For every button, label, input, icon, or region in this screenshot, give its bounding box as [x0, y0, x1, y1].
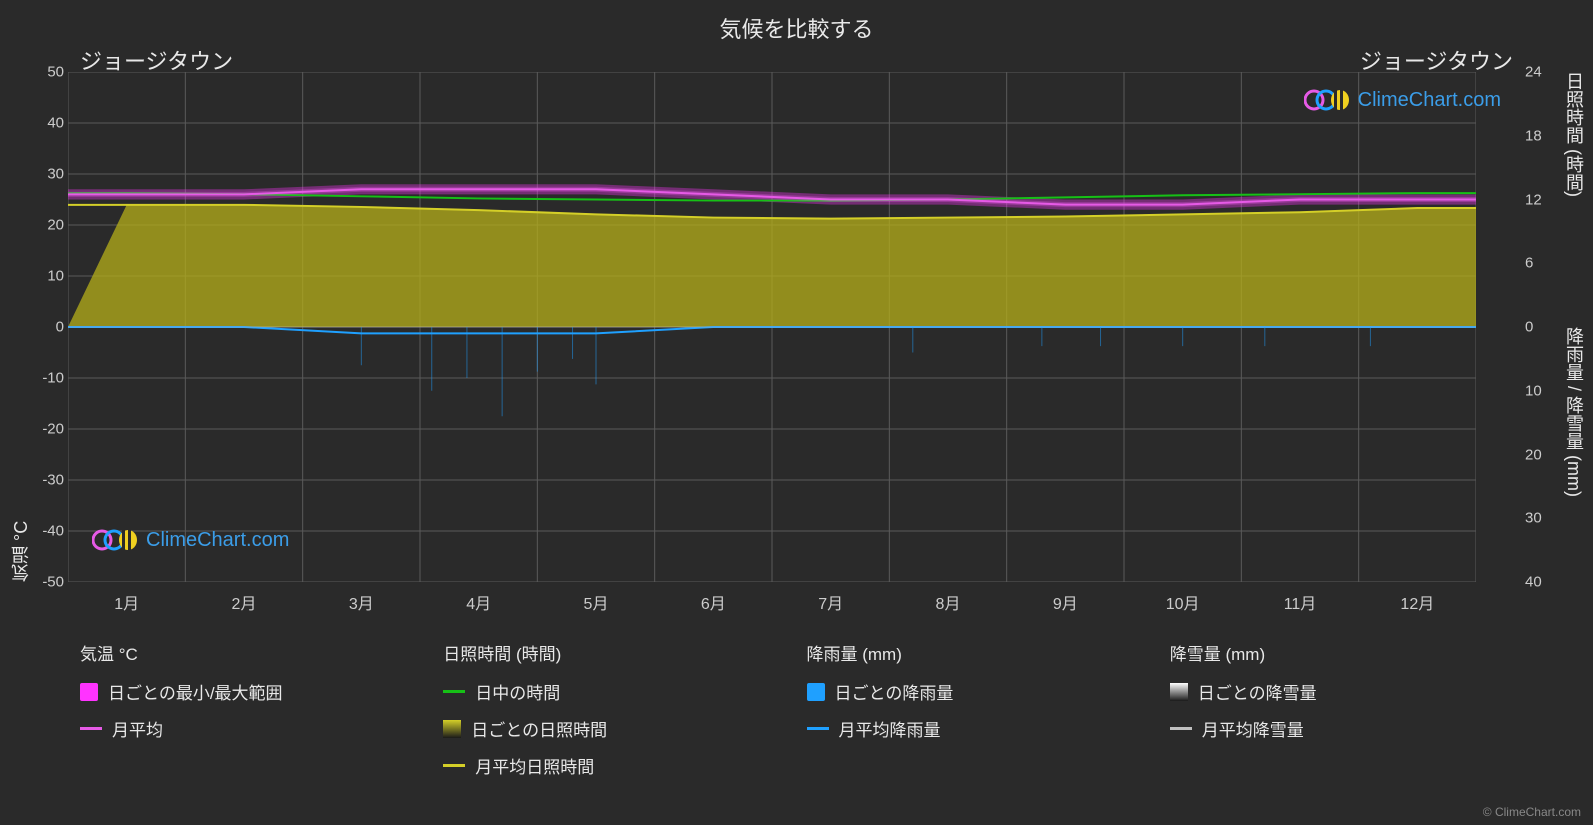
y-tick-left: -30 [24, 472, 64, 489]
legend-column: 気温 °C 日ごとの最小/最大範囲月平均 [80, 640, 423, 790]
y-tick-left: 0 [24, 319, 64, 336]
plot-area [68, 72, 1476, 582]
y-tick-left: 50 [24, 64, 64, 81]
y-tick-right: 12 [1525, 191, 1565, 208]
y-tick-left: 30 [24, 166, 64, 183]
watermark-text: ClimeChart.com [1358, 89, 1501, 112]
y-tick-left: 40 [24, 115, 64, 132]
legend-swatch [1170, 683, 1188, 701]
chart-svg [68, 72, 1476, 582]
legend-item: 月平均降雨量 [807, 716, 1150, 741]
y-tick-left: -10 [24, 370, 64, 387]
legend-item: 日ごとの降雪量 [1170, 679, 1513, 704]
y-tick-right: 18 [1525, 127, 1565, 144]
legend-item: 月平均日照時間 [443, 753, 786, 778]
legend-label: 日ごとの最小/最大範囲 [108, 679, 283, 704]
legend-item: 日ごとの降雨量 [807, 679, 1150, 704]
legend-item: 日ごとの最小/最大範囲 [80, 679, 423, 704]
y-tick-left: -50 [24, 574, 64, 591]
chart-title: 気候を比較する [0, 12, 1593, 44]
legend-label: 日中の時間 [475, 679, 560, 704]
logo-icon [92, 526, 140, 554]
legend-swatch [80, 727, 102, 730]
y-tick-right: 6 [1525, 255, 1565, 272]
x-month-label: 4月 [466, 590, 491, 614]
copyright-text: © ClimeChart.com [1483, 805, 1581, 819]
y-tick-left: 20 [24, 217, 64, 234]
legend-item: 日ごとの日照時間 [443, 716, 786, 741]
legend-label: 月平均 [112, 716, 163, 741]
legend-col-title: 降雨量 (mm) [807, 640, 1150, 665]
legend-swatch [1170, 727, 1192, 730]
legend-label: 月平均降雪量 [1202, 716, 1304, 741]
legend: 気温 °C 日ごとの最小/最大範囲月平均 日照時間 (時間) 日中の時間日ごとの日照時… [80, 640, 1513, 790]
y-tick-left: 10 [24, 268, 64, 285]
legend-item: 月平均降雪量 [1170, 716, 1513, 741]
legend-column: 降雨量 (mm) 日ごとの降雨量月平均降雨量 [807, 640, 1150, 790]
y-tick-right: 40 [1525, 574, 1565, 591]
y-tick-right: 24 [1525, 64, 1565, 81]
legend-col-title: 降雪量 (mm) [1170, 640, 1513, 665]
x-month-label: 1月 [114, 590, 139, 614]
y-tick-right: 0 [1525, 319, 1565, 336]
legend-column: 日照時間 (時間) 日中の時間日ごとの日照時間月平均日照時間 [443, 640, 786, 790]
legend-item: 日中の時間 [443, 679, 786, 704]
legend-swatch [80, 683, 98, 701]
x-month-label: 8月 [936, 590, 961, 614]
x-month-label: 11月 [1284, 590, 1317, 614]
legend-label: 月平均降雨量 [839, 716, 941, 741]
climate-chart: 気候を比較する ジョージタウン ジョージタウン 気温 °C 日照時間 (時間) … [0, 0, 1593, 825]
x-month-label: 12月 [1400, 590, 1434, 614]
legend-swatch [443, 720, 461, 738]
y-tick-left: -20 [24, 421, 64, 438]
legend-label: 日ごとの降雨量 [835, 679, 954, 704]
logo-icon [1304, 86, 1352, 114]
y-tick-left: -40 [24, 523, 64, 540]
watermark-text: ClimeChart.com [146, 529, 289, 552]
legend-label: 日ごとの日照時間 [471, 716, 607, 741]
x-month-label: 3月 [349, 590, 374, 614]
x-month-label: 7月 [818, 590, 843, 614]
legend-label: 月平均日照時間 [475, 753, 594, 778]
legend-col-title: 日照時間 (時間) [443, 640, 786, 665]
legend-swatch [807, 727, 829, 730]
legend-swatch [807, 683, 825, 701]
x-month-label: 9月 [1053, 590, 1078, 614]
legend-column: 降雪量 (mm) 日ごとの降雪量月平均降雪量 [1170, 640, 1513, 790]
x-month-label: 6月 [701, 590, 726, 614]
legend-swatch [443, 764, 465, 767]
y-tick-right: 30 [1525, 510, 1565, 527]
watermark-logo-top-right: ClimeChart.com [1304, 86, 1501, 114]
legend-item: 月平均 [80, 716, 423, 741]
legend-label: 日ごとの降雪量 [1198, 679, 1317, 704]
x-month-label: 5月 [584, 590, 609, 614]
x-month-label: 2月 [232, 590, 257, 614]
x-month-label: 10月 [1166, 590, 1200, 614]
legend-swatch [443, 690, 465, 693]
legend-col-title: 気温 °C [80, 640, 423, 665]
y-tick-right: 20 [1525, 446, 1565, 463]
y-tick-right: 10 [1525, 382, 1565, 399]
watermark-logo-bottom-left: ClimeChart.com [92, 526, 289, 554]
